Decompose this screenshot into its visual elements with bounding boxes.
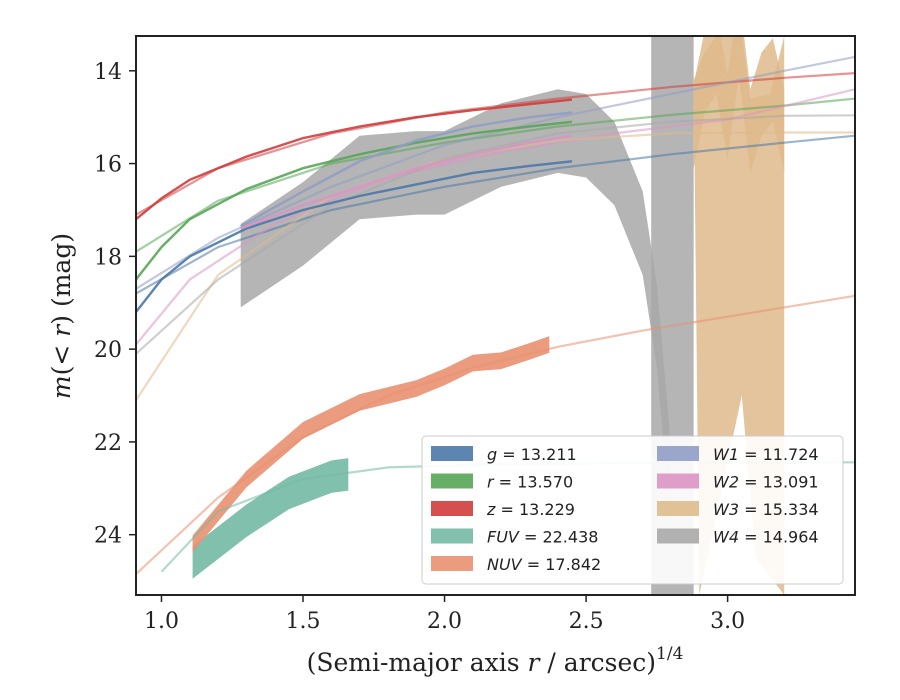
legend-swatch-z	[431, 501, 473, 516]
y-tick-label: 14	[94, 60, 122, 85]
legend-label-r: r = 13.570	[487, 473, 573, 492]
y-tick-label: 18	[94, 245, 122, 270]
legend-box	[421, 435, 844, 585]
x-tick-label: 1.0	[144, 609, 179, 634]
model-curve-NUV	[136, 294, 855, 575]
legend: g = 13.211 r = 13.570 z = 13.229 FUV = 22.4…	[421, 435, 844, 585]
data-curve-g	[136, 160, 573, 313]
x-tick-label: 1.5	[286, 609, 321, 634]
model-curve-W2	[136, 88, 855, 346]
data-curves	[136, 98, 573, 313]
legend-label-FUV: FUV = 22.438	[487, 528, 598, 547]
legend-swatch-FUV	[431, 528, 473, 544]
legend-label-W4: W4 = 14.964	[713, 528, 819, 547]
legend-label-g: g = 13.211	[487, 445, 577, 464]
y-axis-label: m(< r) (mag)	[47, 233, 76, 399]
y-tick-label: 20	[94, 338, 122, 363]
data-curve-W1	[240, 111, 573, 228]
data-curve-r	[136, 120, 573, 281]
legend-label-W1: W1 = 11.724	[713, 445, 819, 464]
y-axis-ticks: 14 16 18 20 22 24	[94, 60, 136, 549]
legend-label-z: z = 13.229	[486, 500, 575, 519]
x-axis-label: (Semi-major axis r / arcsec)1/4	[307, 644, 684, 677]
legend-label-W3: W3 = 15.334	[713, 500, 819, 519]
legend-swatch-g	[431, 446, 473, 461]
legend-swatch-W2	[657, 473, 699, 489]
legend-swatch-r	[431, 473, 473, 489]
x-tick-label: 2.0	[427, 609, 462, 634]
model-curve-W4	[136, 114, 855, 355]
model-curve-g	[136, 134, 855, 295]
x-axis-ticks: 1.0 1.5 2.0 2.5 3.0	[144, 595, 745, 634]
legend-label-W2: W2 = 13.091	[713, 473, 819, 492]
legend-swatch-W1	[657, 446, 699, 461]
legend-swatch-W3	[657, 501, 699, 516]
x-tick-label: 3.0	[710, 609, 745, 634]
model-curve-z	[136, 72, 855, 216]
legend-swatch-NUV	[431, 556, 473, 571]
y-tick-label: 16	[94, 153, 122, 178]
x-tick-label: 2.5	[569, 609, 604, 634]
legend-label-NUV: NUV = 17.842	[487, 555, 601, 574]
y-tick-label: 22	[94, 431, 122, 456]
y-tick-label: 24	[94, 524, 122, 549]
legend-swatch-W4	[657, 528, 699, 544]
plot-frame	[135, 35, 856, 596]
data-curve-W2	[240, 134, 573, 230]
data-curve-z	[136, 98, 573, 221]
band-FUV	[192, 458, 349, 579]
